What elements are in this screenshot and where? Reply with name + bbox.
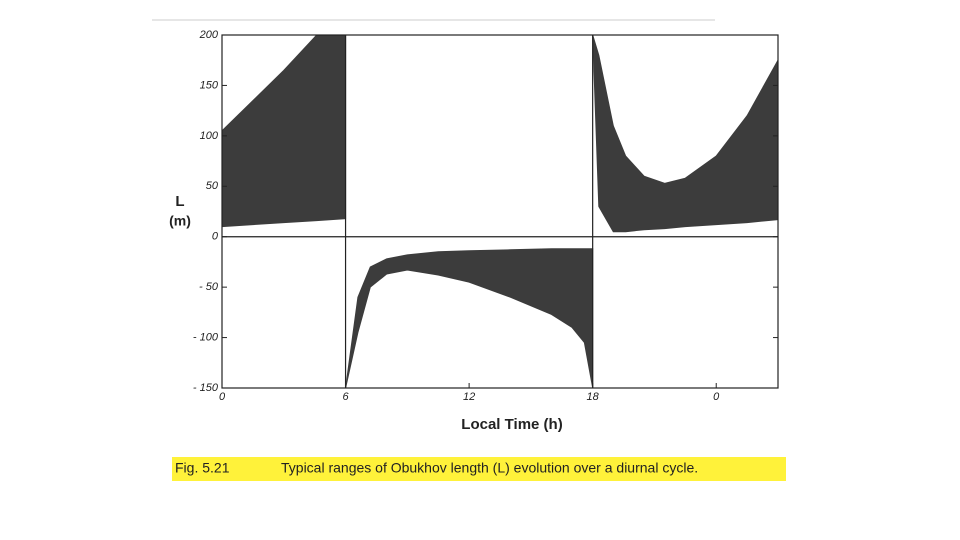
x-tick-label: 12 <box>463 391 475 403</box>
caption-text: Typical ranges of Obukhov length (L) evo… <box>281 460 698 476</box>
y-tick-label: 50 <box>206 180 219 192</box>
y-tick-label: - 100 <box>193 331 219 343</box>
x-tick-label: 0 <box>219 391 226 403</box>
range-band <box>345 248 594 388</box>
y-label: L <box>175 193 184 210</box>
x-tick-label: 18 <box>587 391 600 403</box>
range-band <box>592 35 778 233</box>
y-tick-label: 150 <box>200 79 219 91</box>
caption-label: Fig. 5.21 <box>175 460 230 476</box>
bands <box>222 35 778 388</box>
y-tick-label: - 150 <box>193 382 219 394</box>
plot-frame <box>221 34 779 389</box>
y-tick-label: - 50 <box>199 281 219 293</box>
range-band <box>222 35 347 228</box>
x-tick-label: 0 <box>713 391 720 403</box>
x-tick-label: 6 <box>342 391 349 403</box>
y-tick-label: 0 <box>212 231 219 243</box>
x-label: Local Time (h) <box>461 416 562 433</box>
caption-box <box>172 457 786 481</box>
y-unit: (m) <box>169 213 191 229</box>
y-tick-label: 100 <box>200 130 219 142</box>
y-tick-label: 200 <box>199 29 219 41</box>
